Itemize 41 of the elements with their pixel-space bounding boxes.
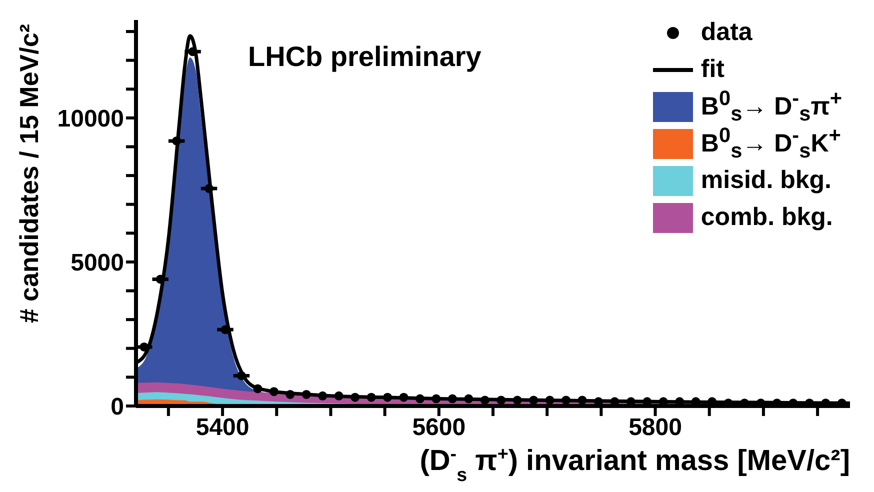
point <box>172 136 182 146</box>
point <box>512 396 522 405</box>
point <box>415 394 424 404</box>
y-tick-label: 10000 <box>57 105 124 132</box>
point <box>350 392 360 402</box>
legend-label: data <box>700 18 752 47</box>
point <box>383 392 392 402</box>
point <box>529 396 538 405</box>
point <box>578 396 587 405</box>
point <box>302 390 311 399</box>
x-tick-label: 5400 <box>196 414 250 442</box>
point <box>204 184 214 194</box>
point <box>496 396 506 405</box>
point <box>269 387 278 396</box>
point <box>140 342 149 352</box>
point <box>236 371 246 380</box>
y-tick-label: 0 <box>110 394 124 421</box>
point <box>366 392 376 402</box>
point <box>545 396 554 405</box>
legend-label: comb. bkg. <box>700 203 833 232</box>
legend-label: B$^{0}$$_{s}$→ D$^{-}$$_{s}$π$^{+}$ <box>700 86 842 126</box>
y-tick-label: 5000 <box>70 249 124 276</box>
point <box>318 391 328 400</box>
point <box>432 394 441 404</box>
point <box>464 394 474 404</box>
legend-label: misid. bkg. <box>700 166 832 195</box>
point <box>253 384 262 394</box>
legend-label: fit <box>700 55 725 84</box>
annotation: LHCb preliminary <box>248 41 482 72</box>
legend-label: B$^{0}$$_{s}$→ D$^{-}$$_{s}$K$^{+}$ <box>700 124 841 164</box>
x-axis-title: (D$^{-}$$_{s}$ π$^{+}$) invariant mass [MeV/c²] <box>420 442 850 484</box>
y-axis-title: # candidates / 15 MeV/c² <box>14 24 44 324</box>
point <box>399 392 408 402</box>
x-tick-label: 5600 <box>412 414 466 442</box>
x-tick-label: 5800 <box>628 414 682 442</box>
point <box>448 394 457 404</box>
point <box>334 391 344 400</box>
point <box>480 396 490 405</box>
point <box>188 47 198 56</box>
point <box>562 396 571 405</box>
point <box>286 390 295 399</box>
